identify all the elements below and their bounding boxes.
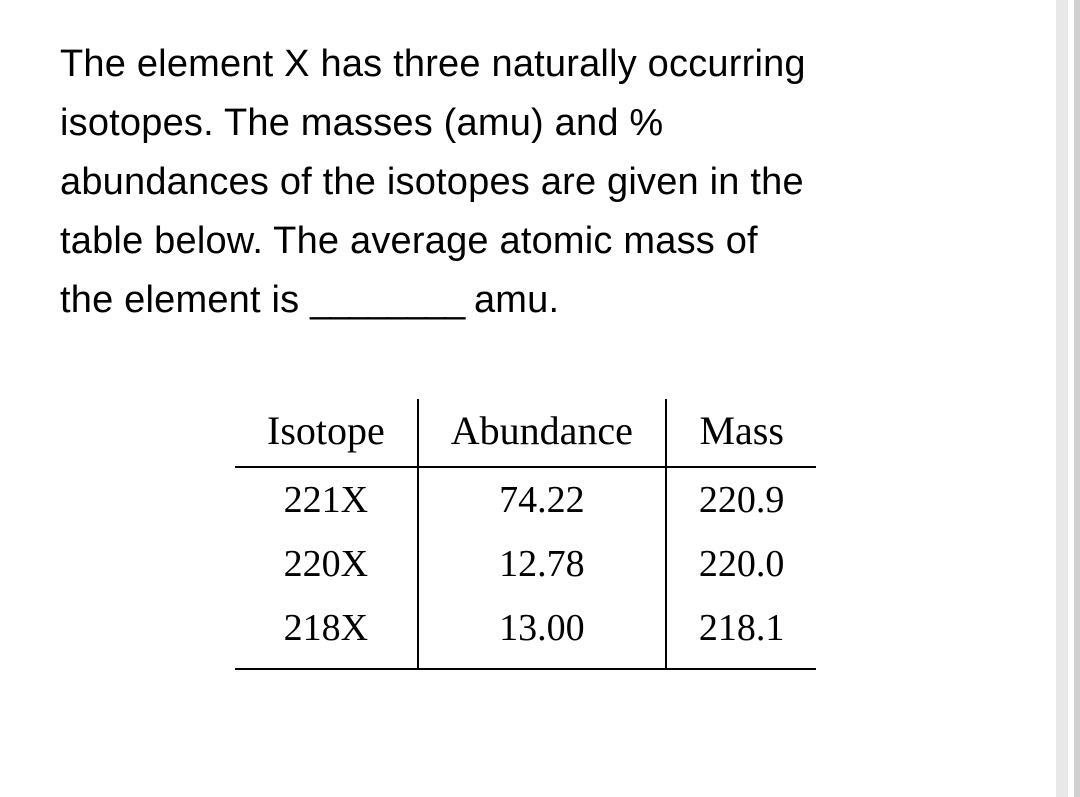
- cell-isotope: 220X: [235, 532, 418, 596]
- question-line-5-post: amu.: [463, 279, 559, 321]
- element-symbol: X: [341, 543, 368, 585]
- element-symbol: X: [341, 607, 368, 649]
- mass-number: 218: [284, 607, 341, 649]
- element-symbol: X: [341, 479, 368, 521]
- answer-blank: ________: [310, 279, 463, 321]
- cell-mass: 220.9: [666, 467, 817, 532]
- cell-isotope: 218X: [235, 596, 418, 669]
- question-line-4: table below. The average atomic mass of: [60, 220, 758, 262]
- table-header-row: Isotope Abundance Mass: [235, 399, 816, 467]
- column-header-mass: Mass: [666, 399, 817, 467]
- cell-isotope: 221X: [235, 467, 418, 532]
- cell-mass: 218.1: [666, 596, 817, 669]
- table-row: 220X 12.78 220.0: [235, 532, 816, 596]
- cell-abundance: 13.00: [418, 596, 666, 669]
- column-header-isotope: Isotope: [235, 399, 418, 467]
- question-line-5-pre: the element is: [60, 279, 310, 321]
- cell-abundance: 74.22: [418, 467, 666, 532]
- cell-mass: 220.0: [666, 532, 817, 596]
- question-text: The element X has three naturally occurr…: [60, 35, 1034, 329]
- table-row: 221X 74.22 220.9: [235, 467, 816, 532]
- question-line-3: abundances of the isotopes are given in …: [60, 161, 804, 203]
- question-line-1: The element X has three naturally occurr…: [60, 43, 806, 85]
- isotope-table: Isotope Abundance Mass 221X 74.22 220.9 …: [235, 399, 816, 670]
- cell-abundance: 12.78: [418, 532, 666, 596]
- column-header-abundance: Abundance: [418, 399, 666, 467]
- table-row: 218X 13.00 218.1: [235, 596, 816, 669]
- question-line-2: isotopes. The masses (amu) and %: [60, 102, 663, 144]
- page-border-shadow: [1056, 0, 1068, 797]
- mass-number: 221: [284, 479, 341, 521]
- mass-number: 220: [284, 543, 341, 585]
